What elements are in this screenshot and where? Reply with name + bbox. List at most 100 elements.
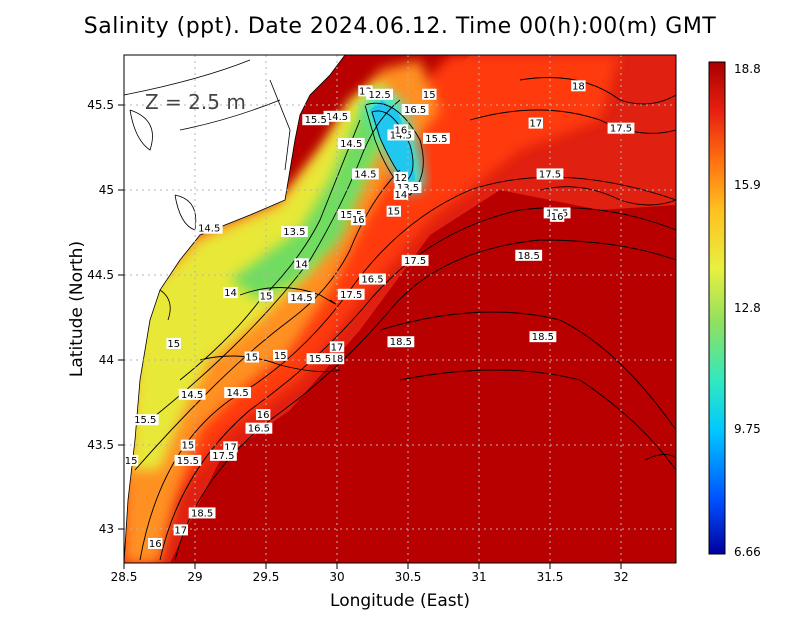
contour-label-text: 14.5 [226, 388, 248, 399]
contour-label-text: 14.5 [181, 390, 203, 401]
contour-label: 14.5 [178, 388, 206, 401]
colorbar-label: 15.9 [734, 178, 761, 192]
contour-label: 17.5 [337, 288, 365, 301]
contour-label-text: 15 [260, 291, 273, 302]
contour-label-text: 18.5 [191, 508, 213, 519]
contour-label: 15 [258, 290, 274, 302]
contour-label-text: 14.5 [354, 169, 376, 180]
contour-label: 17.5 [607, 122, 635, 135]
contour-label-text: 15 [182, 441, 195, 452]
contour-label-text: 16.5 [248, 424, 270, 435]
contour-label: 16 [351, 214, 366, 226]
contour-label-text: 16.5 [361, 275, 383, 286]
contour-lines [134, 77, 676, 561]
contour-label-text: 15.5 [177, 456, 199, 467]
x-tick-label: 31 [471, 570, 486, 584]
contour-label: 18.5 [529, 331, 557, 343]
contour-label-layer: 181717.517.517.51618.518.518.517.516.517… [124, 80, 635, 550]
contour-label: 14.5 [337, 137, 365, 150]
y-axis: 43 43.5 44 44.5 45 45.5 Latitude (North) [67, 98, 124, 536]
contour-label-text: 14 [224, 288, 237, 299]
contour-label-text: 17 [224, 442, 237, 453]
contour-label: 15 [386, 205, 401, 218]
contour-label-text: 14.5 [390, 130, 412, 141]
x-axis-label: Longitude (East) [330, 591, 470, 611]
contour-label-text: 16 [257, 410, 270, 421]
contour-label-text: 12.5 [368, 90, 390, 101]
contour-label-text: 15.5 [305, 115, 327, 126]
contour-label-text: 17.5 [539, 169, 561, 180]
contour-label: 15.5 [174, 454, 202, 467]
contour-label: 18.5 [387, 336, 415, 348]
contour-label: 15 [180, 439, 196, 452]
contour-label-text: 18.5 [518, 251, 540, 262]
contour-label: 15 [273, 349, 288, 362]
y-tick-label: 43.5 [87, 438, 114, 452]
contour-label-text: 13.5 [283, 227, 305, 238]
chart-title: Salinity (ppt). Date 2024.06.12. Time 00… [83, 14, 717, 39]
contour-label-text: 18 [572, 81, 585, 92]
contour-label: 18.5 [188, 507, 216, 519]
colorbar-label: 18.8 [734, 62, 761, 76]
contour-label: 15 [422, 88, 437, 101]
x-axis: 28.5 29 29.5 30 30.5 31 31.5 32 Longitud… [111, 563, 629, 611]
contour-label-text: 18.5 [532, 332, 554, 343]
contour-label-text: 17 [174, 525, 187, 536]
contour-label: 18 [329, 353, 345, 365]
contour-label-text: 13 [359, 86, 372, 97]
x-tick-label: 30.5 [395, 570, 422, 584]
contour-label: 17 [223, 441, 238, 453]
contour-label-text: 16 [551, 212, 564, 223]
colorbar: 18.8 15.9 12.8 9.75 6.66 [708, 61, 761, 559]
contour-label: 16.5 [401, 104, 429, 116]
contour-label-text: 15 [125, 456, 138, 467]
depth-label: Z = 2.5 m [145, 90, 246, 114]
contour-label: 18.5 [515, 249, 543, 262]
colorbar-scale [708, 61, 726, 555]
y-tick-label: 44 [99, 353, 114, 367]
contour-label-text: 16 [352, 215, 365, 226]
contour-label-text: 15 [167, 339, 180, 350]
contour-label: 18 [571, 80, 586, 92]
contour-label-text: 17 [331, 342, 344, 353]
contour-label-text: 18.5 [390, 337, 412, 348]
contour-label-text: 17.5 [340, 290, 362, 301]
y-tick-label: 45 [99, 183, 114, 197]
y-tick-label: 44.5 [87, 268, 114, 282]
contour-label: 14.5 [195, 222, 223, 235]
contour-label-text: 15 [387, 207, 400, 218]
contour-label: 13 [358, 85, 373, 97]
colorbar-label: 6.66 [734, 545, 761, 559]
x-tick-label: 29.5 [253, 570, 280, 584]
contour-label-text: 17.5 [404, 256, 426, 267]
contour-label-text: 17.5 [212, 451, 234, 462]
contour-label: 12.5 [366, 88, 393, 101]
colorbar-label: 9.75 [734, 422, 761, 436]
contour-label: 16.5 [245, 422, 273, 435]
contour-label-text: 15.5 [309, 354, 331, 365]
contour-label: 14 [393, 188, 409, 201]
contour-label: 12 [393, 171, 409, 184]
map-frame [123, 54, 677, 564]
contour-label: 16 [255, 409, 271, 421]
contour-label: 14.5 [288, 292, 315, 304]
contour-label: 14 [294, 258, 309, 270]
contour-label-text: 18 [331, 354, 344, 365]
x-tick-label: 30 [329, 570, 344, 584]
contour-label: 16.5 [359, 273, 386, 286]
contour-label-text: 16 [149, 539, 162, 550]
contour-label: 15.5 [131, 414, 159, 426]
contour-label: 16 [549, 210, 565, 223]
contour-label-text: 16.5 [404, 105, 426, 116]
contour-label: 13.5 [394, 182, 422, 194]
y-axis-label: Latitude (North) [67, 241, 87, 377]
y-tick-label: 45.5 [87, 98, 114, 112]
contour-label-text: 14.5 [340, 139, 362, 150]
contour-label: 15.5 [423, 132, 450, 145]
shelf-red-zone [124, 55, 676, 563]
contour-label: 17.5 [536, 168, 564, 180]
contour-label: 14 [223, 287, 238, 299]
contour-label: 15.5 [302, 114, 330, 126]
contour-label-text: 17 [529, 119, 542, 130]
